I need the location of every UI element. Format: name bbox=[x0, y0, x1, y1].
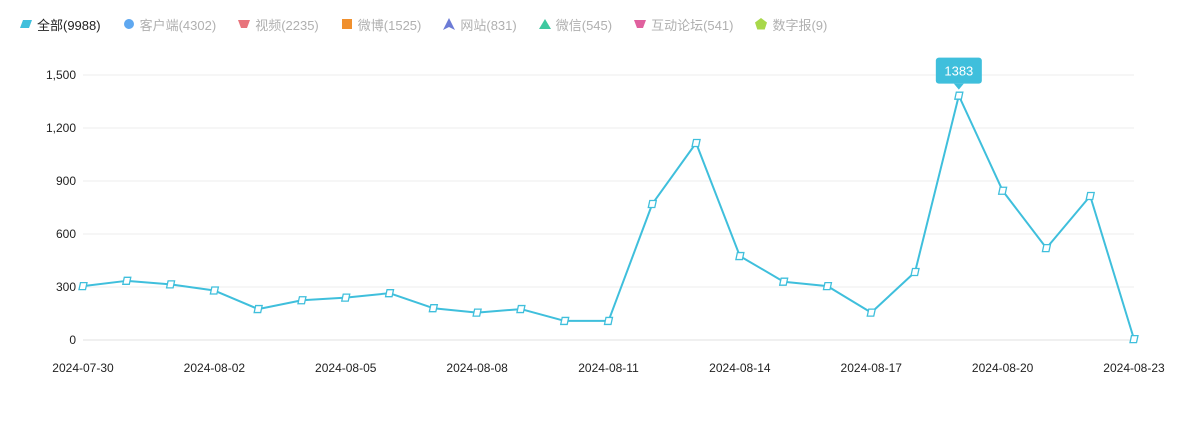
data-point-10[interactable] bbox=[516, 304, 526, 314]
legend-label: 客户端(4302) bbox=[139, 17, 217, 33]
x-tick-label: 2024-08-08 bbox=[446, 361, 508, 375]
parallelogram-icon bbox=[20, 18, 32, 30]
data-point-22[interactable] bbox=[1041, 243, 1052, 253]
data-point-14[interactable] bbox=[691, 138, 701, 148]
data-point-9[interactable] bbox=[472, 308, 482, 317]
legend-label: 网站(831) bbox=[460, 17, 517, 33]
data-point-2[interactable] bbox=[165, 280, 176, 289]
x-tick-label: 2024-07-30 bbox=[52, 361, 114, 375]
x-tick-label: 2024-08-14 bbox=[709, 361, 771, 375]
y-tick-label: 0 bbox=[69, 333, 76, 347]
x-tick-label: 2024-08-02 bbox=[184, 361, 246, 375]
legend-item-4[interactable]: 网站(831) bbox=[443, 15, 517, 34]
chart-legend: 全部(9988) 客户端(4302) 视频(2235) 微博(1525) 网站(831)… bbox=[20, 14, 827, 34]
legend-item-0[interactable]: 全部(9988) bbox=[20, 15, 101, 34]
y-tick-label: 900 bbox=[56, 174, 76, 188]
tooltip-text: 1383 bbox=[944, 64, 973, 79]
legend-item-2[interactable]: 视频(2235) bbox=[238, 15, 319, 34]
data-point-19[interactable] bbox=[910, 267, 920, 277]
data-point-1[interactable] bbox=[121, 276, 132, 285]
legend-item-1[interactable]: 客户端(4302) bbox=[123, 15, 217, 34]
x-tick-label: 2024-08-05 bbox=[315, 361, 377, 375]
x-tick-label: 2024-08-17 bbox=[841, 361, 903, 375]
legend-label: 全部(9988) bbox=[37, 17, 101, 33]
legend-label: 数字报(9) bbox=[772, 17, 828, 33]
x-tick-label: 2024-08-11 bbox=[578, 361, 639, 375]
data-point-16[interactable] bbox=[778, 277, 789, 286]
data-point-15[interactable] bbox=[735, 251, 745, 261]
data-point-11[interactable] bbox=[559, 316, 570, 326]
tooltip-box bbox=[935, 57, 982, 84]
arrow-triangle-icon bbox=[443, 18, 456, 30]
legend-item-5[interactable]: 微信(545) bbox=[538, 15, 613, 34]
x-tick-label: 2024-08-23 bbox=[1103, 361, 1165, 375]
data-point-6[interactable] bbox=[340, 293, 351, 302]
triangle-icon bbox=[538, 18, 551, 30]
y-tick-label: 300 bbox=[56, 280, 76, 294]
data-point-8[interactable] bbox=[428, 304, 439, 313]
y-tick-label: 1,500 bbox=[46, 68, 76, 82]
trapezoid-icon bbox=[634, 18, 647, 30]
data-point-12[interactable] bbox=[603, 316, 614, 326]
tooltip-pointer bbox=[953, 83, 964, 90]
y-tick-label: 1,200 bbox=[46, 121, 76, 135]
data-point-7[interactable] bbox=[384, 289, 395, 298]
data-point-0[interactable] bbox=[78, 281, 88, 291]
legend-label: 互动论坛(541) bbox=[651, 17, 734, 33]
legend-label: 视频(2235) bbox=[255, 17, 319, 33]
data-point-3[interactable] bbox=[209, 286, 220, 295]
data-point-21[interactable] bbox=[997, 186, 1008, 195]
data-point-13[interactable] bbox=[647, 199, 658, 209]
circle-icon bbox=[123, 18, 135, 30]
legend-item-3[interactable]: 微博(1525) bbox=[341, 15, 422, 34]
data-point-4[interactable] bbox=[253, 304, 263, 314]
trapezoid-icon bbox=[238, 18, 251, 30]
value-tooltip: 1383 bbox=[935, 57, 982, 90]
pentagon-icon bbox=[755, 18, 768, 30]
legend-label: 微信(545) bbox=[555, 17, 613, 33]
data-point-17[interactable] bbox=[822, 281, 833, 291]
data-point-24[interactable] bbox=[1129, 334, 1139, 344]
data-point-18[interactable] bbox=[866, 308, 877, 317]
square-icon bbox=[341, 18, 353, 30]
legend-item-6[interactable]: 互动论坛(541) bbox=[634, 15, 733, 34]
data-point-20[interactable] bbox=[954, 91, 964, 100]
data-point-23[interactable] bbox=[1085, 191, 1096, 201]
series-line-0 bbox=[82, 94, 1135, 340]
legend-item-7[interactable]: 数字报(9) bbox=[755, 15, 827, 34]
y-tick-label: 600 bbox=[56, 227, 76, 241]
legend-label: 微博(1525) bbox=[357, 17, 422, 33]
x-tick-label: 2024-08-20 bbox=[972, 361, 1034, 375]
data-point-5[interactable] bbox=[297, 296, 307, 305]
